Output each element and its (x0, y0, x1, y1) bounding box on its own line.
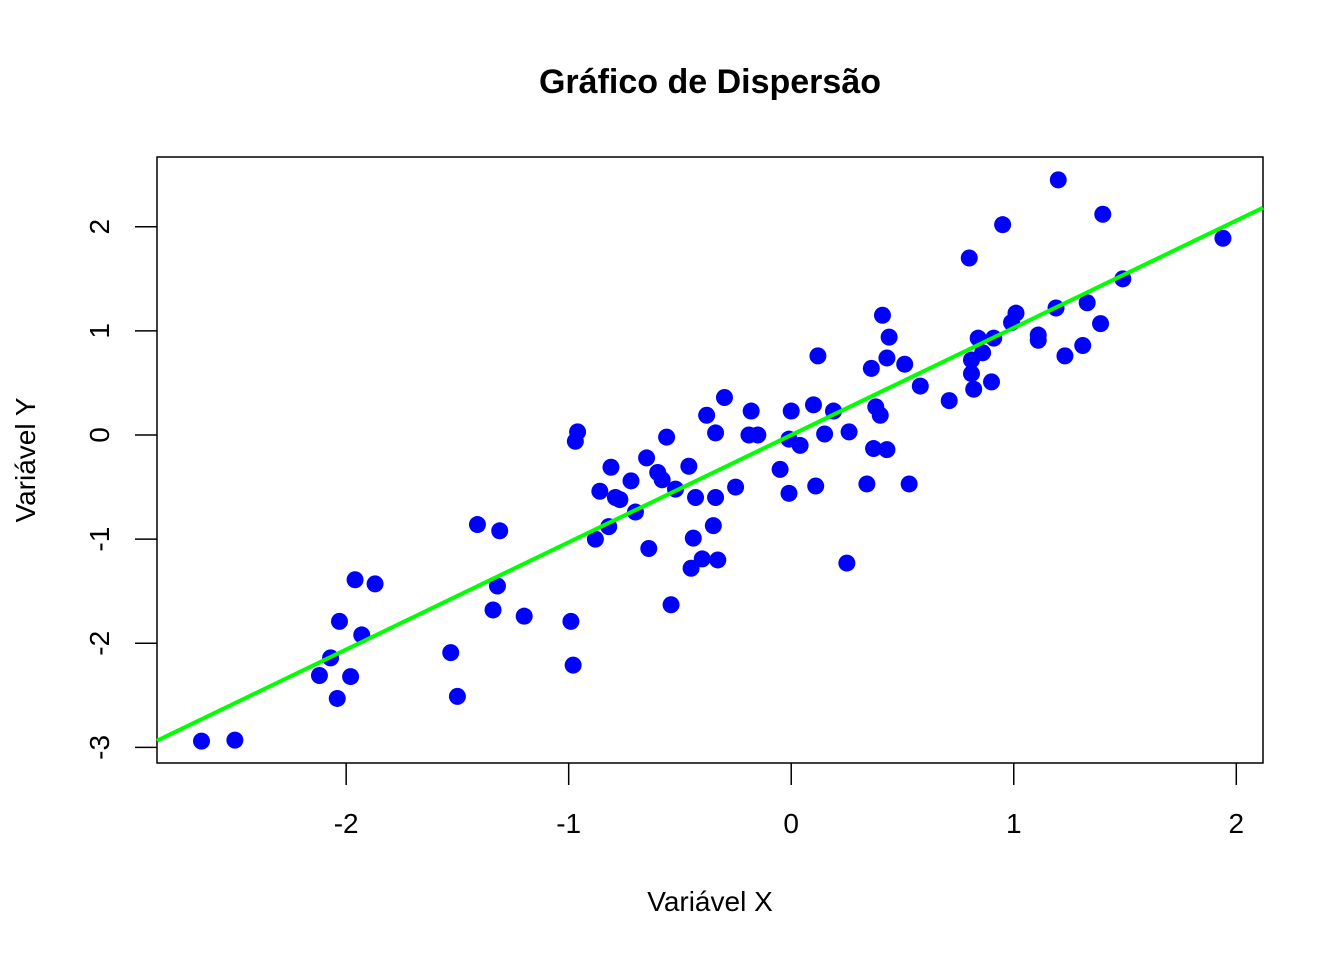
data-point (974, 344, 992, 362)
x-axis: -2 -1 0 1 2 (334, 763, 1244, 839)
data-point (878, 441, 896, 459)
data-point (771, 460, 789, 478)
x-axis-label: Variável X (647, 886, 773, 917)
data-point (727, 478, 745, 496)
data-point (871, 406, 889, 424)
data-point (1056, 347, 1074, 365)
data-point (749, 426, 767, 444)
data-point (816, 425, 834, 443)
data-point (682, 559, 700, 577)
data-point (880, 328, 898, 346)
data-point (715, 389, 733, 407)
data-point (804, 396, 822, 414)
data-point (484, 601, 502, 619)
data-point (653, 471, 671, 489)
data-point (1214, 229, 1232, 247)
data-point (310, 667, 328, 685)
y-axis-label: Variável Y (10, 397, 41, 522)
y-tick-label: 2 (84, 219, 115, 235)
data-point (1078, 294, 1096, 312)
y-tick-label: -1 (84, 527, 115, 552)
data-point (862, 359, 880, 377)
data-point (965, 380, 983, 398)
data-point (342, 668, 360, 686)
data-point (622, 472, 640, 490)
data-point (782, 402, 800, 420)
data-point (983, 373, 1001, 391)
x-tick-label: 1 (1006, 808, 1022, 839)
data-point (442, 644, 460, 662)
data-point (698, 406, 716, 424)
data-point (1094, 205, 1112, 223)
data-point (564, 656, 582, 674)
data-point (693, 550, 711, 568)
data-point (586, 530, 604, 548)
data-point (328, 689, 346, 707)
data-point (1049, 171, 1067, 189)
x-tick-label: 2 (1229, 808, 1245, 839)
data-point (562, 612, 580, 630)
data-point (1029, 326, 1047, 344)
data-point (448, 687, 466, 705)
data-point (840, 423, 858, 441)
data-point (638, 449, 656, 467)
data-point (707, 424, 725, 442)
data-point (684, 529, 702, 547)
data-point (1092, 315, 1110, 333)
data-point (865, 440, 883, 458)
y-tick-label: -3 (84, 735, 115, 760)
data-point (873, 306, 891, 324)
data-point (1074, 336, 1092, 354)
data-point (1007, 304, 1025, 322)
data-point (569, 423, 587, 441)
data-point (491, 522, 509, 540)
data-point (602, 458, 620, 476)
data-point (962, 365, 980, 383)
x-tick-label: -1 (556, 808, 581, 839)
data-point (838, 554, 856, 572)
y-tick-label: 0 (84, 427, 115, 443)
data-point (704, 517, 722, 535)
data-point (791, 436, 809, 454)
data-point (742, 402, 760, 420)
data-point (896, 355, 914, 373)
chart-title: Gráfico de Dispersão (539, 63, 881, 101)
data-point (780, 484, 798, 502)
data-point (515, 607, 533, 625)
data-point (994, 216, 1012, 234)
y-axis: -3 -2 -1 0 1 2 (84, 219, 157, 760)
plot-frame (156, 156, 1264, 764)
data-point (488, 577, 506, 595)
x-tick-label: -2 (334, 808, 359, 839)
data-point (687, 488, 705, 506)
data-point (658, 428, 676, 446)
data-point (226, 731, 244, 749)
data-point (662, 596, 680, 614)
data-point (193, 732, 211, 750)
data-point (468, 516, 486, 534)
y-tick-label: -2 (84, 631, 115, 656)
data-point (940, 392, 958, 410)
y-tick-label: 1 (84, 323, 115, 339)
data-point (858, 475, 876, 493)
data-point (911, 377, 929, 395)
data-point (960, 249, 978, 267)
plot-area (156, 171, 1264, 750)
data-point (591, 482, 609, 500)
data-point (366, 575, 384, 593)
data-point (330, 612, 348, 630)
data-point (346, 571, 364, 589)
data-point (807, 477, 825, 495)
data-point (709, 551, 727, 569)
data-point (680, 457, 698, 475)
data-point (878, 349, 896, 367)
data-point (900, 475, 918, 493)
regression-line (156, 205, 1264, 743)
data-point (640, 540, 658, 558)
data-point (707, 488, 725, 506)
x-tick-label: 0 (783, 808, 799, 839)
data-point (611, 491, 629, 509)
data-point (809, 347, 827, 365)
